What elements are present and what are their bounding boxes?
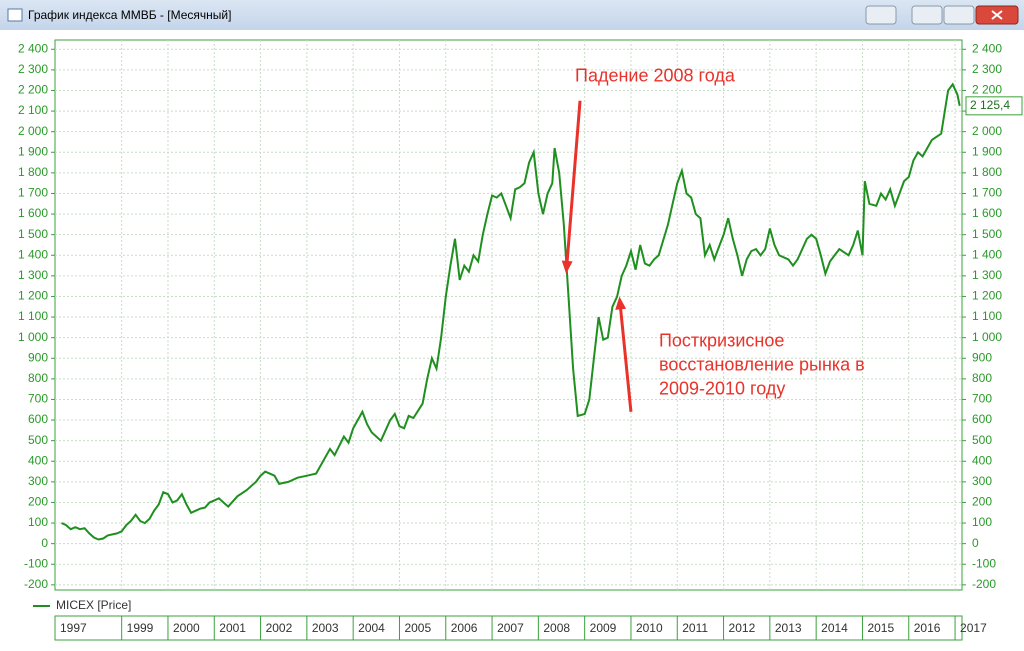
y-tick-label: 2 400: [18, 41, 48, 55]
y-tick-label: 600: [28, 412, 48, 426]
current-value-box: [965, 96, 1023, 116]
x-tick-label: 2004: [358, 621, 385, 635]
y-tick-label: 200: [28, 495, 48, 509]
y-tick-label: 1 300: [18, 268, 48, 282]
annotation-text: Падение 2008 года: [575, 66, 736, 86]
annotation-text: Посткризисное: [659, 331, 784, 351]
y-tick-label: 1 000: [18, 330, 48, 344]
annotation-arrow: [619, 307, 633, 412]
y2-tick-label: 1 700: [972, 186, 1002, 200]
pin-button[interactable]: [865, 5, 897, 25]
y2-tick-label: 1 100: [972, 309, 1002, 323]
y-tick-label: -100: [24, 556, 48, 570]
minimize-button[interactable]: [911, 5, 943, 25]
y-tick-label: 0: [41, 536, 48, 550]
y2-tick-label: 1 500: [972, 227, 1002, 241]
y2-tick-label: 1 400: [972, 247, 1002, 261]
y2-tick-label: 700: [972, 392, 992, 406]
x-tick-label: 2000: [173, 621, 200, 635]
annotation-arrowhead: [561, 260, 573, 274]
y2-tick-label: 200: [972, 495, 992, 509]
x-tick-label: 2012: [729, 621, 756, 635]
x-tick-label: 2001: [219, 621, 246, 635]
current-value-label: 2 125,4: [970, 98, 1010, 112]
y-tick-label: 1 400: [18, 247, 48, 261]
y-tick-label: 2 000: [18, 124, 48, 138]
y2-tick-label: 800: [972, 371, 992, 385]
y2-tick-label: -100: [972, 556, 996, 570]
y2-tick-label: 400: [972, 453, 992, 467]
y-tick-label: 1 700: [18, 186, 48, 200]
x-tick-label: 2009: [590, 621, 617, 635]
y2-tick-label: 2 200: [972, 83, 1002, 97]
x-tick-label: 2016: [914, 621, 941, 635]
y2-tick-label: -200: [972, 577, 996, 591]
annotation-arrowhead: [615, 296, 627, 310]
y-tick-label: 700: [28, 392, 48, 406]
y2-tick-label: 100: [972, 515, 992, 529]
y-tick-label: 800: [28, 371, 48, 385]
close-icon: [991, 10, 1003, 20]
x-tick-label: 2011: [682, 621, 708, 635]
x-tick-label: 2017: [960, 621, 987, 635]
x-tick-label: 2003: [312, 621, 339, 635]
title-bar: [0, 0, 1024, 30]
y2-tick-label: 300: [972, 474, 992, 488]
y-tick-label: 2 200: [18, 83, 48, 97]
y-tick-label: 500: [28, 433, 48, 447]
x-tick-label: 2014: [821, 621, 848, 635]
x-tick-label: 2008: [543, 621, 570, 635]
year-strip: [54, 615, 963, 641]
y-tick-label: 300: [28, 474, 48, 488]
window-title: График индекса ММВБ - [Месячный]: [28, 8, 231, 22]
y2-tick-label: 2 000: [972, 124, 1002, 138]
x-tick-label: 2007: [497, 621, 524, 635]
legend-label: MICEX [Price]: [56, 598, 131, 612]
app-icon: [7, 8, 23, 22]
y2-tick-label: 0: [972, 536, 979, 550]
series-line: [61, 82, 961, 541]
y-tick-label: 2 100: [18, 103, 48, 117]
y2-tick-label: 1 000: [972, 330, 1002, 344]
x-tick-label: 2005: [404, 621, 431, 635]
x-tick-label: 2010: [636, 621, 663, 635]
y2-tick-label: 1 900: [972, 144, 1002, 158]
y2-tick-label: 900: [972, 350, 992, 364]
y-tick-label: 400: [28, 453, 48, 467]
y2-tick-label: 2 300: [972, 62, 1002, 76]
y2-tick-label: 1 600: [972, 206, 1002, 220]
y-tick-label: 1 800: [18, 165, 48, 179]
maximize-button[interactable]: [943, 5, 975, 25]
y-tick-label: 100: [28, 515, 48, 529]
y2-tick-label: 1 200: [972, 289, 1002, 303]
x-tick-label: 1997: [60, 621, 87, 635]
y-tick-label: 1 600: [18, 206, 48, 220]
y-tick-label: 1 900: [18, 144, 48, 158]
y2-tick-label: 1 800: [972, 165, 1002, 179]
y2-tick-label: 2 400: [972, 41, 1002, 55]
annotation-text: 2009-2010 году: [659, 379, 785, 399]
x-tick-label: 2013: [775, 621, 802, 635]
y2-tick-label: 500: [972, 433, 992, 447]
x-tick-label: 1999: [127, 621, 154, 635]
y-tick-label: 1 100: [18, 309, 48, 323]
y-tick-label: 1 200: [18, 289, 48, 303]
y2-tick-label: 1 300: [972, 268, 1002, 282]
x-tick-label: 2015: [867, 621, 894, 635]
y-tick-label: -200: [24, 577, 48, 591]
y-tick-label: 900: [28, 350, 48, 364]
y2-tick-label: 600: [972, 412, 992, 426]
y-tick-label: 2 300: [18, 62, 48, 76]
annotation-text: восстановление рынка в: [659, 355, 865, 375]
x-tick-label: 2002: [266, 621, 293, 635]
y-tick-label: 1 500: [18, 227, 48, 241]
plot-frame: [54, 39, 963, 591]
x-tick-label: 2006: [451, 621, 478, 635]
annotation-arrow: [565, 100, 582, 263]
